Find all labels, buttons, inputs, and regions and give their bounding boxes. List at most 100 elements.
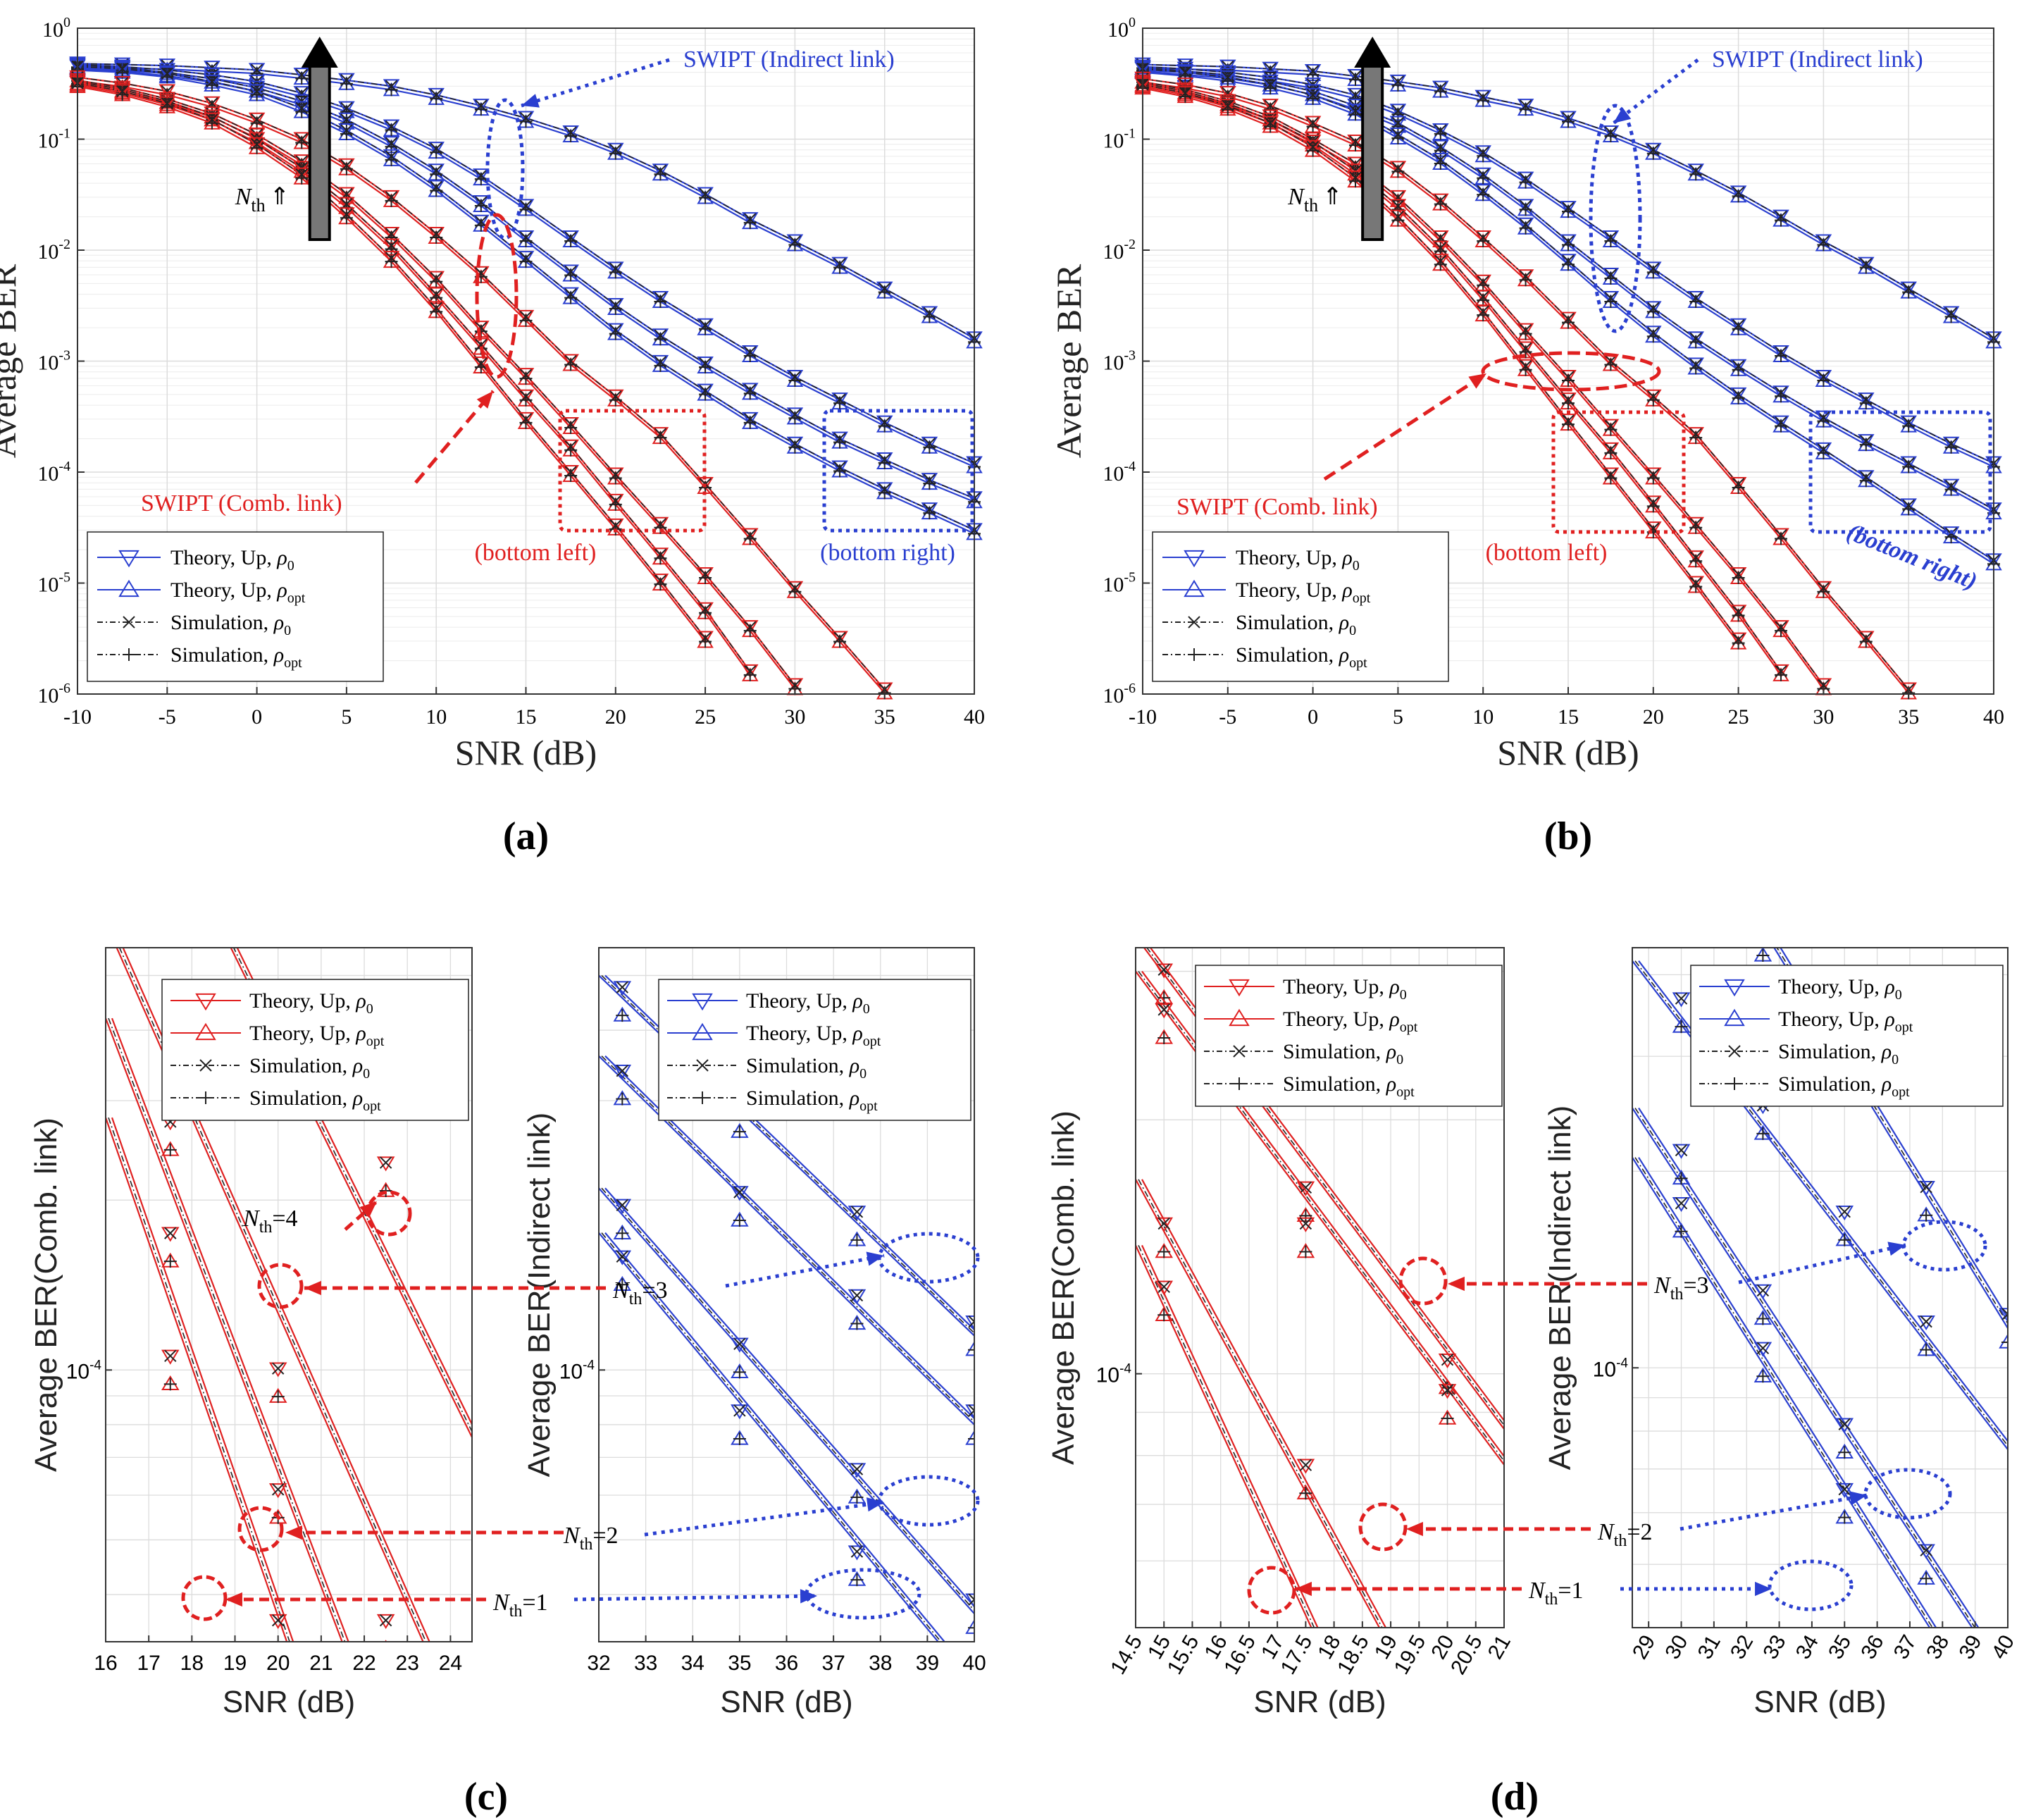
marker-tri-down <box>652 574 669 588</box>
marker-tri-down <box>473 168 490 182</box>
legend-marker <box>1184 550 1205 568</box>
zoom-marker-plus <box>1756 1370 1770 1383</box>
marker-tri-down <box>607 493 624 508</box>
marker-plus <box>474 103 488 116</box>
zoom-line-sim <box>232 948 472 1433</box>
zoom-marker-tri-down <box>1753 1284 1772 1299</box>
marker-plus <box>1519 203 1532 216</box>
marker-tri-down <box>786 581 804 595</box>
marker-plus <box>564 469 578 482</box>
marker-tri-down <box>1602 442 1620 457</box>
marker-tri-down <box>1602 125 1620 140</box>
marker-tri-down <box>1517 323 1534 338</box>
marker-tri-down <box>1432 254 1449 268</box>
legend-text: Theory, Up, <box>1236 578 1342 602</box>
zoom-marker-x <box>616 1064 629 1077</box>
zoom-legend-entry: Theory, Up, ρ0 <box>1778 975 1902 1003</box>
marker-plus <box>1519 345 1532 359</box>
marker-plus <box>340 211 353 225</box>
zoom-marker-tri-down <box>1672 992 1691 1008</box>
marker-plus <box>1689 555 1703 568</box>
legend-sym: ρ <box>1339 611 1349 634</box>
marker-plus <box>833 635 847 648</box>
marker-plus <box>385 123 398 137</box>
marker-plus <box>1604 271 1618 285</box>
zoom-legend-entry: Simulation, ρopt <box>1778 1072 1910 1100</box>
zoom-legend-sub: opt <box>366 1034 385 1049</box>
zoom-marker-tri-up <box>1999 1333 2008 1349</box>
zoom-line-sim <box>1138 1179 1383 1628</box>
zoom-line-theory-popt <box>604 1187 974 1608</box>
zoom-legend-sym: ρ <box>355 989 366 1013</box>
zoom-marker-plus <box>2001 1336 2008 1349</box>
zoom-line-sim <box>601 1187 974 1611</box>
zoom-legend-marker <box>1233 1045 1246 1058</box>
marker-tri-down <box>113 82 131 97</box>
marker-tri-down <box>293 101 311 116</box>
marker-plus <box>1477 188 1490 202</box>
zoom-y-axis-label: Average BER(Comb. link) <box>29 1118 63 1472</box>
marker-plus <box>1519 103 1532 116</box>
marker-tri-down <box>1474 167 1491 182</box>
marker-plus <box>1859 635 1873 648</box>
marker-plus <box>205 116 218 130</box>
zoom-marker-plus <box>271 1390 285 1404</box>
marker-tri-down <box>1645 521 1662 536</box>
marker-plus <box>1604 471 1618 485</box>
y-tick-exp: -2 <box>1124 237 1136 252</box>
nth2-arrow-right-head <box>866 1497 884 1512</box>
zoom-marker-x <box>1157 1217 1170 1230</box>
panel-b: -10 -5 0 5 10 15 20 25 30 35 4010010-110-210-310-4… <box>1049 15 2004 858</box>
zoom-line-theory-popt <box>1638 1157 1937 1628</box>
zoom-legend-entry: Theory, Up, ρopt <box>1283 1008 1418 1035</box>
legend-entry: Theory, Up, ρ0 <box>170 546 294 574</box>
marker-plus <box>250 67 263 80</box>
legend-marker <box>118 550 139 568</box>
x-tick-label: 0 <box>1308 705 1318 729</box>
marker-plus <box>564 268 578 282</box>
marker-plus <box>1349 139 1362 152</box>
x-tick-label: 35 <box>874 705 895 729</box>
zoom-legend-marker <box>1724 979 1745 997</box>
zoom-legend-text: Simulation, <box>1283 1040 1386 1063</box>
marker-plus <box>1902 460 1916 473</box>
marker-plus <box>1902 502 1916 516</box>
marker-tri-down <box>921 306 938 320</box>
zoom-legend-marker <box>696 1091 709 1104</box>
nth3-label-sub: th <box>1670 1285 1684 1304</box>
nth3-label-sub: th <box>629 1290 642 1308</box>
marker-tri-down <box>921 436 938 451</box>
nth1-ellipse-right <box>1768 1559 1854 1611</box>
marker-tri-down <box>1602 291 1620 305</box>
marker-tri-down <box>517 199 535 213</box>
marker-tri-down <box>338 197 355 211</box>
marker-tri-down <box>831 256 848 271</box>
panel-d: 14.51515.51616.51717.51818.51919.52020.5… <box>1046 947 2019 1819</box>
zoom-legend-text: Simulation, <box>746 1054 850 1077</box>
marker-plus <box>1944 310 1958 323</box>
nth3-label-n: N <box>612 1277 631 1304</box>
y-tick-label: 10-1 <box>1103 126 1136 153</box>
marker-tri-down <box>338 123 355 137</box>
marker-plus <box>1859 261 1873 274</box>
marker-tri-down <box>1432 152 1449 167</box>
y-tick-label: 10-4 <box>1103 459 1136 485</box>
marker-tri-down <box>473 321 490 335</box>
zoom-legend-marker <box>1229 1008 1250 1027</box>
zoom-marker-plus <box>733 1432 746 1445</box>
marker-tri-down <box>562 287 579 302</box>
zoom-x-tick-label: 29 <box>1628 1631 1660 1663</box>
marker-tri-down <box>1602 419 1620 433</box>
zoom-marker-tri-down <box>1155 1003 1174 1019</box>
zoom-legend-marker <box>199 1059 212 1072</box>
zoom-marker-plus <box>968 1343 974 1356</box>
zoom-legend-sub: 0 <box>1400 987 1407 1003</box>
zoom-legend-entry: Simulation, ρopt <box>1283 1072 1415 1100</box>
series-group <box>1134 57 2002 700</box>
marker-tri-down <box>1517 217 1534 232</box>
marker-tri-down <box>248 84 266 98</box>
zoom-marker-x <box>616 981 629 993</box>
zoom-marker-tri-down <box>613 1199 632 1214</box>
marker-plus <box>1859 474 1873 488</box>
